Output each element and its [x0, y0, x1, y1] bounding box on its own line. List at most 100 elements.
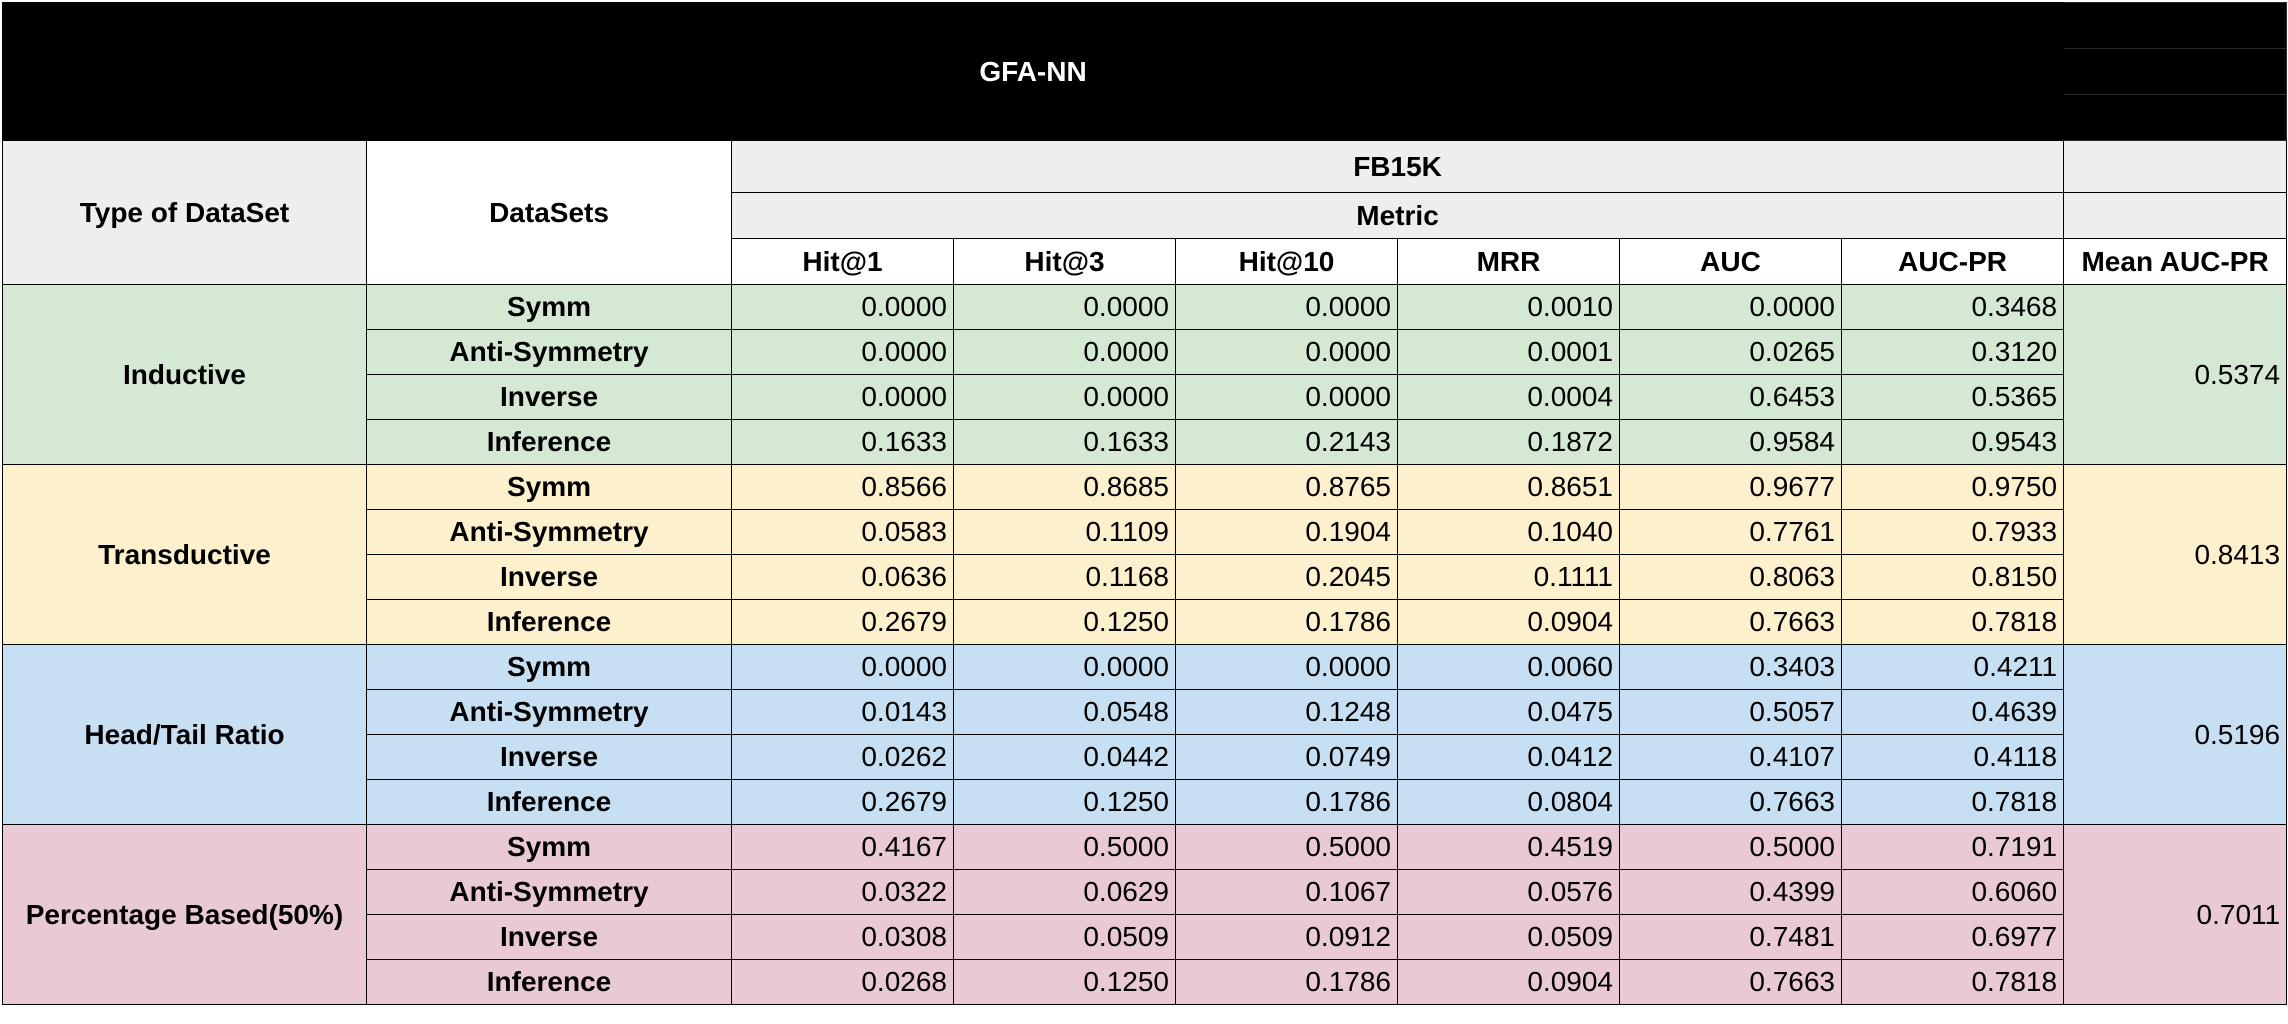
table-row: Anti-Symmetry 0.0322 0.0629 0.1067 0.0576 0.4…	[2, 869, 2287, 915]
group-label: Inductive	[2, 284, 367, 465]
metric-value-cell: 0.4211	[1840, 644, 2065, 690]
column-header-auc: AUC	[1619, 238, 1842, 285]
metric-value-cell: 0.8150	[1840, 554, 2065, 600]
metric-value-cell: 0.8685	[953, 464, 1176, 510]
metric-value-cell: 0.7481	[1619, 914, 1842, 960]
metric-value-cell: 0.0265	[1619, 329, 1842, 375]
metric-value-cell: 0.2679	[731, 779, 954, 825]
metric-value-cell: 0.7663	[1619, 599, 1842, 645]
dataset-name-cell: Inverse	[366, 914, 732, 960]
metric-value-cell: 0.5365	[1840, 374, 2065, 420]
table-row: Transductive Symm 0.8566 0.8685 0.8765 0.8651…	[2, 464, 2288, 645]
metric-value-cell: 0.0308	[731, 914, 954, 960]
metric-value-cell: 0.4399	[1619, 869, 1842, 915]
table-row: Head/Tail Ratio Symm 0.0000 0.0000 0.0000 0.0…	[2, 644, 2288, 825]
metric-value-cell: 0.0000	[731, 284, 954, 330]
table-row: Inductive Symm 0.0000 0.0000 0.0000 0.0010 0.0…	[2, 284, 2288, 465]
metric-header: Metric	[730, 192, 2065, 239]
metric-value-cell: 0.3120	[1840, 329, 2065, 375]
metric-value-cell: 0.1872	[1397, 419, 1620, 465]
metric-value-cell: 0.0000	[731, 644, 954, 690]
metric-value-cell: 0.0509	[1397, 914, 1620, 960]
metric-value-cell: 0.2045	[1175, 554, 1398, 600]
group-label: Percentage Based(50%)	[2, 824, 367, 1005]
metric-value-cell: 0.7933	[1840, 509, 2065, 555]
metric-value-cell: 0.7761	[1619, 509, 1842, 555]
metric-value-cell: 0.9677	[1619, 464, 1842, 510]
metric-value-cell: 0.1786	[1175, 599, 1398, 645]
metric-value-cell: 0.7191	[1840, 824, 2065, 870]
title-side-cell	[2063, 48, 2288, 95]
metric-value-cell: 0.1067	[1175, 869, 1398, 915]
dataset-name-cell: Symm	[366, 824, 732, 870]
metric-value-cell: 0.0000	[1175, 644, 1398, 690]
metric-value-cell: 0.0629	[953, 869, 1176, 915]
metric-value-cell: 0.1250	[953, 599, 1176, 645]
mean-auc-pr-cell: 0.5374	[2063, 284, 2288, 465]
metric-value-cell: 0.1633	[953, 419, 1176, 465]
header-blank-cell	[2063, 140, 2288, 193]
column-header-mean-auc-pr: Mean AUC-PR	[2063, 238, 2288, 285]
column-header-hit1: Hit@1	[731, 238, 954, 285]
dataset-name-cell: Inference	[366, 779, 732, 825]
metric-value-cell: 0.0912	[1175, 914, 1398, 960]
metric-value-cell: 0.0322	[731, 869, 954, 915]
table-row: Inverse 0.0636 0.1168 0.2045 0.1111 0.8063 0.8…	[2, 554, 2287, 600]
metric-value-cell: 0.8063	[1619, 554, 1842, 600]
metric-value-cell: 0.8566	[731, 464, 954, 510]
metric-value-cell: 0.0001	[1397, 329, 1620, 375]
metric-value-cell: 0.0262	[731, 734, 954, 780]
metric-value-cell: 0.5000	[1175, 824, 1398, 870]
column-header-auc-pr: AUC-PR	[1840, 238, 2065, 285]
metric-value-cell: 0.0804	[1397, 779, 1620, 825]
metric-value-cell: 0.1250	[953, 779, 1176, 825]
datasets-header: DataSets	[366, 140, 732, 285]
metric-value-cell: 0.0548	[953, 689, 1176, 735]
metric-value-cell: 0.1904	[1175, 509, 1398, 555]
metric-value-cell: 0.0000	[1175, 329, 1398, 375]
dataset-name-cell: Anti-Symmetry	[366, 869, 732, 915]
metric-value-cell: 0.6453	[1619, 374, 1842, 420]
metric-value-cell: 0.0576	[1397, 869, 1620, 915]
metric-value-cell: 0.4639	[1840, 689, 2065, 735]
metric-value-cell: 0.3468	[1840, 284, 2065, 330]
metric-value-cell: 0.1248	[1175, 689, 1398, 735]
dataset-name-cell: Anti-Symmetry	[366, 509, 732, 555]
metric-value-cell: 0.4107	[1619, 734, 1842, 780]
table-row: Inverse 0.0308 0.0509 0.0912 0.0509 0.7481 0.6…	[2, 914, 2287, 960]
group-label: Head/Tail Ratio	[2, 644, 367, 825]
dataset-name-cell: Inference	[366, 959, 732, 1005]
header-blank-cell	[2063, 192, 2288, 239]
table-row: Inference 0.2679 0.1250 0.1786 0.0904 0.7663 0…	[2, 599, 2287, 645]
metric-value-cell: 0.9750	[1840, 464, 2065, 510]
table-row: Inverse 0.0262 0.0442 0.0749 0.0412 0.4107 0.4…	[2, 734, 2287, 780]
metric-value-cell: 0.0000	[953, 329, 1176, 375]
metric-value-cell: 0.0904	[1397, 959, 1620, 1005]
metric-value-cell: 0.1040	[1397, 509, 1620, 555]
table-row: Anti-Symmetry 0.0000 0.0000 0.0000 0.0001 0.0…	[2, 329, 2287, 375]
metric-value-cell: 0.1111	[1397, 554, 1620, 600]
table-title: GFA-NN	[1, 2, 2065, 141]
metric-value-cell: 0.0509	[953, 914, 1176, 960]
metric-value-cell: 0.0904	[1397, 599, 1620, 645]
metric-value-cell: 0.0583	[731, 509, 954, 555]
metric-value-cell: 0.8651	[1397, 464, 1620, 510]
metric-value-cell: 0.4118	[1840, 734, 2065, 780]
metric-value-cell: 0.6977	[1840, 914, 2065, 960]
table-row: Percentage Based(50%) Symm 0.4167 0.5000 0.5…	[2, 824, 2288, 1005]
dataset-name-cell: Inverse	[366, 734, 732, 780]
metric-value-cell: 0.1109	[953, 509, 1176, 555]
metric-value-cell: 0.8765	[1175, 464, 1398, 510]
metric-value-cell: 0.5000	[953, 824, 1176, 870]
dataset-name-cell: Symm	[366, 284, 732, 330]
metric-value-cell: 0.6060	[1840, 869, 2065, 915]
metric-value-cell: 0.7818	[1840, 599, 2065, 645]
dataset-name-cell: Inference	[366, 419, 732, 465]
metric-value-cell: 0.0475	[1397, 689, 1620, 735]
column-header-hit3: Hit@3	[953, 238, 1176, 285]
dataset-name-cell: Symm	[366, 464, 732, 510]
metric-value-cell: 0.0000	[1175, 374, 1398, 420]
metric-value-cell: 0.9543	[1840, 419, 2065, 465]
dataset-name-cell: Inverse	[366, 554, 732, 600]
metric-value-cell: 0.1786	[1175, 779, 1398, 825]
